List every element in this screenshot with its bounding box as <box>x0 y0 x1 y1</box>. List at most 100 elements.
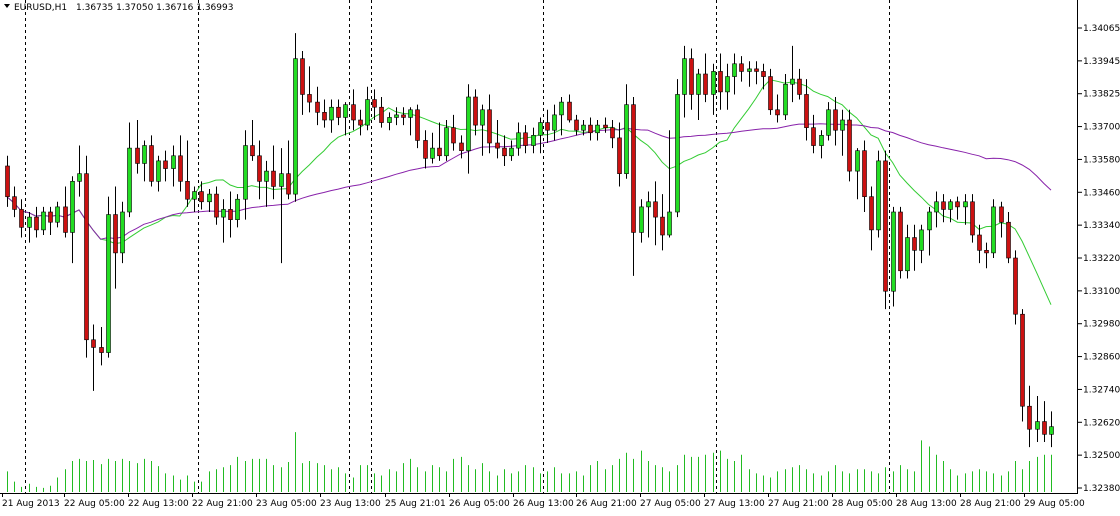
candle <box>351 89 356 131</box>
candle <box>1013 250 1018 325</box>
bull-candle-body <box>77 173 82 182</box>
bear-candle-body <box>401 114 406 118</box>
bear-candle-body <box>336 106 341 118</box>
bear-candle-body <box>1042 421 1047 435</box>
candle <box>41 206 46 235</box>
candle <box>466 84 471 174</box>
time-tick-label: 26 Aug 21:00 <box>576 499 637 509</box>
candle <box>538 117 543 154</box>
bull-candle-body <box>696 73 701 95</box>
bear-candle-body <box>12 196 17 210</box>
chart-header: EURUSD,H1 1.36735 1.37050 1.36716 1.3699… <box>4 3 233 13</box>
bull-candle-body <box>790 78 795 85</box>
bull-candle-body <box>480 109 485 126</box>
bull-candle-body <box>365 99 370 126</box>
candle <box>610 120 615 149</box>
day-separators <box>25 0 890 493</box>
bear-candle-body <box>545 122 550 131</box>
bear-candle-body <box>754 68 759 72</box>
candle <box>437 122 442 161</box>
bull-candle-body <box>826 109 831 136</box>
candle <box>423 130 428 169</box>
bull-candle-body <box>264 170 269 182</box>
bear-candle-body <box>149 145 154 182</box>
candle <box>559 97 564 136</box>
bear-candle-body <box>135 147 140 164</box>
bear-candle-body <box>847 119 852 172</box>
bear-candle-body <box>603 124 608 128</box>
bear-candle-body <box>811 127 816 146</box>
candle <box>711 63 716 115</box>
dropdown-triangle-icon[interactable] <box>4 4 10 8</box>
bear-candle-body <box>250 145 255 157</box>
candle <box>336 99 341 126</box>
time-tick-label: 21 Aug 2013 <box>2 499 60 509</box>
bull-candle-body <box>855 150 860 172</box>
candle <box>12 186 17 218</box>
bull-candle-body <box>192 191 197 200</box>
symbol-label: EURUSD,H1 <box>14 3 67 13</box>
candle <box>531 127 536 154</box>
candle <box>667 130 672 238</box>
candle <box>696 68 701 120</box>
bear-candle-body <box>775 109 780 116</box>
bear-candle-body <box>307 94 312 103</box>
candle <box>617 122 622 187</box>
bear-candle-body <box>999 206 1004 223</box>
bear-candle-body <box>970 201 975 236</box>
bear-candle-body <box>977 234 982 251</box>
candle <box>883 150 888 310</box>
bear-candle-body <box>495 142 500 149</box>
candle <box>358 109 363 136</box>
candle <box>840 109 845 156</box>
candle <box>178 135 183 192</box>
bear-candle-body <box>487 109 492 144</box>
bull-candle-body <box>329 106 334 121</box>
candle <box>408 107 413 136</box>
bear-candle-body <box>804 94 809 128</box>
bull-candle-body <box>207 193 212 203</box>
candle <box>300 51 305 115</box>
bear-candle-body <box>91 339 96 348</box>
bull-candle-body <box>509 147 514 157</box>
bull-candle-body <box>243 145 248 200</box>
slow-moving-average-line <box>6 123 1052 240</box>
bear-candle-body <box>653 201 658 218</box>
candle <box>552 104 557 141</box>
candle <box>27 212 32 243</box>
bull-candle-body <box>394 114 399 118</box>
candle <box>905 224 910 279</box>
bull-candle-body <box>581 124 586 131</box>
bear-candle-body <box>761 71 766 77</box>
candle <box>811 114 816 154</box>
bull-candle-body <box>905 237 910 272</box>
candle <box>804 79 809 141</box>
bear-candle-body <box>883 160 888 292</box>
candle <box>127 122 132 218</box>
bull-candle-body <box>639 206 644 233</box>
bear-candle-body <box>163 160 168 169</box>
bear-candle-body <box>358 119 363 126</box>
candle <box>171 145 176 187</box>
candle <box>199 181 204 210</box>
bull-candle-body <box>27 216 32 228</box>
bull-candle-body <box>531 135 536 146</box>
time-tick-label: 26 Aug 13:00 <box>513 499 574 509</box>
candle <box>415 104 420 149</box>
price-tick-label: 1.32980 <box>1083 320 1120 330</box>
bull-candle-body <box>747 68 752 72</box>
candle <box>1027 385 1032 448</box>
time-tick-label: 27 Aug 21:00 <box>768 499 829 509</box>
candle <box>682 45 687 118</box>
bull-candle-body <box>279 173 284 187</box>
candle <box>732 53 737 95</box>
candle <box>235 194 240 228</box>
candle <box>689 48 694 110</box>
candle <box>250 120 255 161</box>
bear-candle-body <box>768 76 773 111</box>
bull-candle-body <box>293 58 298 195</box>
bear-candle-body <box>372 99 377 108</box>
bull-candle-body <box>387 117 392 123</box>
candle <box>725 63 730 110</box>
bear-candle-body <box>19 209 24 228</box>
